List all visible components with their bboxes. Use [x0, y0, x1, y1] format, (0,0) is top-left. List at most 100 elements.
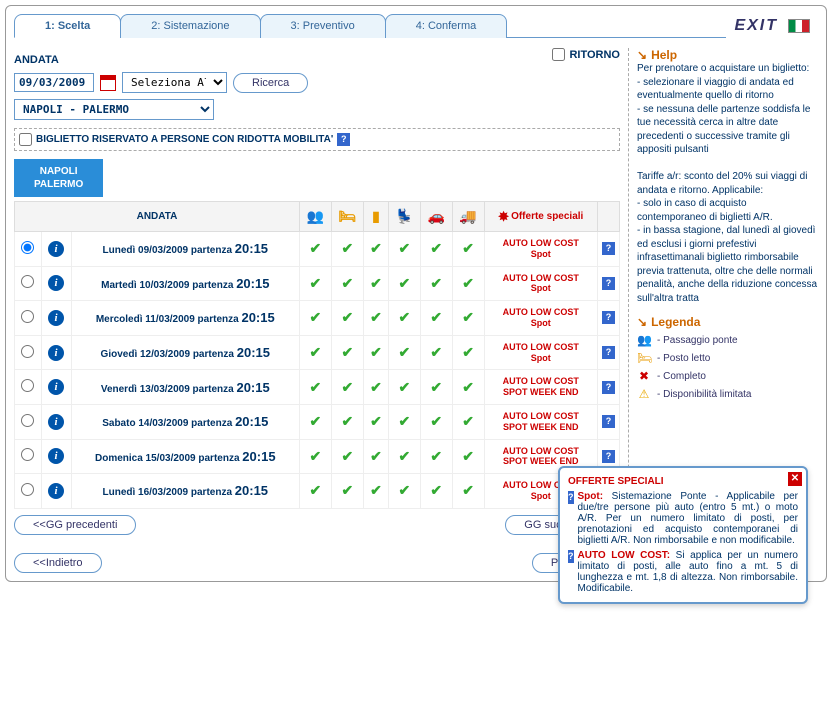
departure-radio[interactable]: [21, 379, 34, 392]
check-icon: ✔: [462, 379, 474, 395]
check-icon: ✔: [370, 482, 382, 498]
info-icon[interactable]: i: [48, 379, 64, 395]
reduced-mobility-checkbox[interactable]: [19, 133, 32, 146]
check-icon: ✔: [342, 344, 354, 360]
check-icon: ✔: [309, 413, 321, 429]
check-icon: ✔: [370, 309, 382, 325]
tab-preventivo[interactable]: 3: Preventivo: [260, 14, 386, 38]
check-icon: ✔: [462, 344, 474, 360]
help-text: Tariffe a/r: sconto del 20% sui viaggi d…: [637, 170, 818, 197]
help-text: - selezionare il viaggio di andata ed ev…: [637, 76, 818, 103]
info-icon[interactable]: i: [48, 483, 64, 499]
calendar-icon[interactable]: [100, 75, 116, 91]
help-icon[interactable]: ?: [602, 381, 615, 394]
check-icon: ✔: [370, 344, 382, 360]
check-icon: ✔: [430, 482, 442, 498]
help-text: - in bassa stagione, dal lunedì al giove…: [637, 224, 818, 305]
legend-row: 🛏- Posto letto: [637, 351, 818, 365]
col-passengers-icon: 👥: [299, 202, 331, 232]
help-icon[interactable]: ?: [602, 277, 615, 290]
legend-icon: 👥: [637, 333, 651, 347]
check-icon: ✔: [342, 240, 354, 256]
check-icon: ✔: [342, 309, 354, 325]
departure-cell: Mercoledì 11/03/2009 partenza 20:15: [71, 301, 299, 336]
check-icon: ✔: [430, 448, 442, 464]
legend-icon: 🛏: [637, 351, 651, 365]
help-icon[interactable]: ?: [602, 242, 615, 255]
legend-row: 👥 - Passaggio ponte: [637, 333, 818, 347]
check-icon: ✔: [430, 240, 442, 256]
info-icon[interactable]: i: [48, 275, 64, 291]
info-icon[interactable]: i: [48, 345, 64, 361]
check-icon: ✔: [430, 309, 442, 325]
departure-radio[interactable]: [21, 483, 34, 496]
check-icon: ✔: [399, 379, 411, 395]
check-icon: ✔: [370, 240, 382, 256]
route-button[interactable]: NAPOLIPALERMO: [14, 159, 103, 197]
info-icon[interactable]: i: [48, 448, 64, 464]
offer-cell: AUTO LOW COSTSPOT WEEK END: [484, 404, 597, 439]
ritorno-checkbox[interactable]: [552, 48, 565, 61]
date-input[interactable]: [14, 73, 94, 92]
legend-label: - Completo: [657, 371, 706, 382]
help-icon[interactable]: ?: [602, 415, 615, 428]
check-icon: ✔: [309, 240, 321, 256]
prev-days-button[interactable]: <<GG precedenti: [14, 515, 136, 535]
col-andata: ANDATA: [15, 202, 300, 232]
help-icon: ?: [568, 550, 574, 563]
help-icon[interactable]: ?: [602, 311, 615, 324]
col-car-icon: 🚗: [420, 202, 452, 232]
departure-radio[interactable]: [21, 448, 34, 461]
help-icon[interactable]: ?: [337, 133, 350, 146]
col-cabin-icon: ▮: [364, 202, 389, 232]
check-icon: ✔: [462, 275, 474, 291]
check-icon: ✔: [399, 275, 411, 291]
flag-italy-icon[interactable]: [788, 19, 810, 33]
check-icon: ✔: [370, 379, 382, 395]
departure-cell: Giovedì 12/03/2009 partenza 20:15: [71, 335, 299, 370]
legend-label: - Passaggio ponte: [657, 335, 738, 346]
table-row: iGiovedì 12/03/2009 partenza 20:15✔✔✔✔✔✔…: [15, 335, 620, 370]
departure-radio[interactable]: [21, 241, 34, 254]
departure-radio[interactable]: [21, 310, 34, 323]
help-icon[interactable]: ?: [602, 346, 615, 359]
tab-sistemazione[interactable]: 2: Sistemazione: [120, 14, 260, 38]
offer-cell: AUTO LOW COSTSpot: [484, 301, 597, 336]
departure-radio[interactable]: [21, 414, 34, 427]
check-icon: ✔: [309, 344, 321, 360]
check-icon: ✔: [370, 275, 382, 291]
col-seat-icon: 💺: [389, 202, 421, 232]
col-offerte: ✸Offerte speciali: [484, 202, 597, 232]
table-row: iVenerdì 13/03/2009 partenza 20:15✔✔✔✔✔✔…: [15, 370, 620, 405]
check-icon: ✔: [309, 448, 321, 464]
legend-label: - Disponibilità limitata: [657, 389, 751, 400]
offer-cell: AUTO LOW COSTSpot: [484, 266, 597, 301]
route-select[interactable]: NAPOLI - PALERMO: [14, 99, 214, 120]
info-icon[interactable]: i: [48, 414, 64, 430]
departure-cell: Lunedì 09/03/2009 partenza 20:15: [71, 232, 299, 267]
ricerca-button[interactable]: Ricerca: [233, 73, 308, 93]
departure-cell: Lunedì 16/03/2009 partenza 20:15: [71, 474, 299, 509]
legend-row: ⚠- Disponibilità limitata: [637, 387, 818, 401]
indietro-button[interactable]: <<Indietro: [14, 553, 102, 573]
info-icon[interactable]: i: [48, 310, 64, 326]
check-icon: ✔: [430, 379, 442, 395]
help-icon[interactable]: ?: [602, 450, 615, 463]
check-icon: ✔: [399, 240, 411, 256]
tooltip-close-icon[interactable]: ✕: [788, 472, 802, 486]
check-icon: ✔: [342, 413, 354, 429]
check-icon: ✔: [399, 482, 411, 498]
departure-radio[interactable]: [21, 275, 34, 288]
allotment-select[interactable]: Seleziona Allotm: [122, 72, 227, 93]
tab-scelta[interactable]: 1: Scelta: [14, 14, 121, 38]
check-icon: ✔: [342, 482, 354, 498]
departure-cell: Martedì 10/03/2009 partenza 20:15: [71, 266, 299, 301]
offer-cell: AUTO LOW COSTSpot: [484, 335, 597, 370]
legend-icon: ✖: [637, 369, 651, 383]
info-icon[interactable]: i: [48, 241, 64, 257]
exit-link[interactable]: EXIT: [734, 17, 778, 35]
tab-conferma[interactable]: 4: Conferma: [385, 14, 508, 38]
check-icon: ✔: [462, 413, 474, 429]
check-icon: ✔: [399, 309, 411, 325]
departure-radio[interactable]: [21, 345, 34, 358]
